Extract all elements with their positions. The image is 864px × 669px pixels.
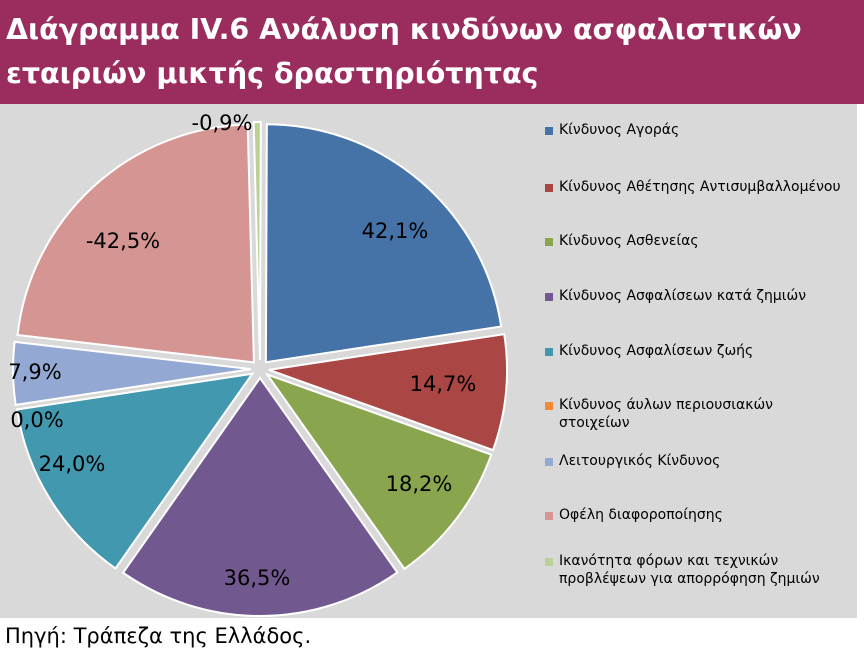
legend-swatch — [545, 238, 553, 246]
legend-item-1: Κίνδυνος Αγοράς — [545, 121, 844, 139]
legend-label: Λειτουργικός Κίνδυνος — [559, 453, 721, 469]
pie-slice-2 — [268, 332, 508, 452]
legend-label: Κίνδυνος Ασφαλίσεων ζωής — [559, 343, 754, 359]
title-bar: Διάγραμμα IV.6 Ανάλυση κινδύνων ασφαλιστ… — [0, 0, 864, 104]
legend-label: Ικανότητα φόρων και τεχνικών προβλέψεων … — [559, 553, 820, 587]
legend-item-7: Λειτουργικός Κίνδυνος — [545, 452, 844, 470]
legend-label: Κίνδυνος Ασθενείας — [559, 233, 699, 249]
slice-label-8: -42,5% — [85, 229, 161, 253]
pie-slice-5 — [15, 372, 255, 570]
legend-swatch — [545, 348, 553, 356]
slice-label-7: 7,9% — [8, 360, 62, 384]
pie-chart — [12, 121, 508, 617]
legend-swatch — [545, 458, 553, 466]
legend-item-3: Κίνδυνος Ασθενείας — [545, 232, 844, 250]
legend-swatch — [545, 512, 553, 520]
legend-swatch — [545, 293, 553, 301]
pie-slice-8 — [16, 123, 255, 364]
slice-label-2: 14,7% — [409, 372, 477, 396]
pie-slice-3 — [264, 372, 493, 571]
slice-label-6: 0,0% — [10, 408, 64, 432]
slice-label-1: 42,1% — [361, 219, 429, 243]
pie-slice-4 — [121, 376, 399, 617]
legend-swatch — [545, 402, 553, 410]
legend-swatch — [545, 558, 553, 566]
legend-item-5: Κίνδυνος Ασφαλίσεων ζωής — [545, 342, 844, 360]
chart-title-line-1: Διάγραμμα IV.6 Ανάλυση κινδύνων ασφαλιστ… — [6, 13, 802, 46]
slice-label-3: 18,2% — [385, 472, 453, 496]
legend-label: Κίνδυνος άυλων περιουσιακών στοιχείων — [559, 397, 773, 431]
legend-swatch — [545, 184, 553, 192]
legend-label: Κίνδυνος Αγοράς — [559, 122, 680, 138]
slice-label-5: 24,0% — [38, 452, 106, 476]
legend-swatch — [545, 127, 553, 135]
legend-label: Κίνδυνος Αθέτησης Αντισυμβαλλομένου — [559, 179, 841, 195]
slice-label-9: -0,9% — [191, 111, 253, 135]
legend-item-8: Οφέλη διαφοροποίησης — [545, 506, 844, 524]
legend-item-4: Κίνδυνος Ασφαλίσεων κατά ζημιών — [545, 287, 844, 305]
source-note: Πηγή: Τράπεζα της Ελλάδος. — [5, 624, 312, 648]
legend-item-9: Ικανότητα φόρων και τεχνικών προβλέψεων … — [545, 552, 844, 588]
slice-label-4: 36,5% — [223, 566, 291, 590]
pie-slice-1 — [264, 123, 503, 364]
pie-slice-9 — [252, 121, 262, 361]
chart-area: 42,1% 14,7% 18,2% 36,5% 24,0% 0,0% 7,9% -42,5% -… — [0, 104, 857, 618]
legend-label: Οφέλη διαφοροποίησης — [559, 507, 723, 523]
legend-item-2: Κίνδυνος Αθέτησης Αντισυμβαλλομένου — [545, 178, 844, 196]
legend-label: Κίνδυνος Ασφαλίσεων κατά ζημιών — [559, 288, 807, 304]
legend-item-6: Κίνδυνος άυλων περιουσιακών στοιχείων — [545, 396, 844, 432]
chart-title-line-2: εταιριών μικτής δραστηριότητας — [6, 57, 539, 90]
pie-slice-7 — [12, 340, 252, 407]
